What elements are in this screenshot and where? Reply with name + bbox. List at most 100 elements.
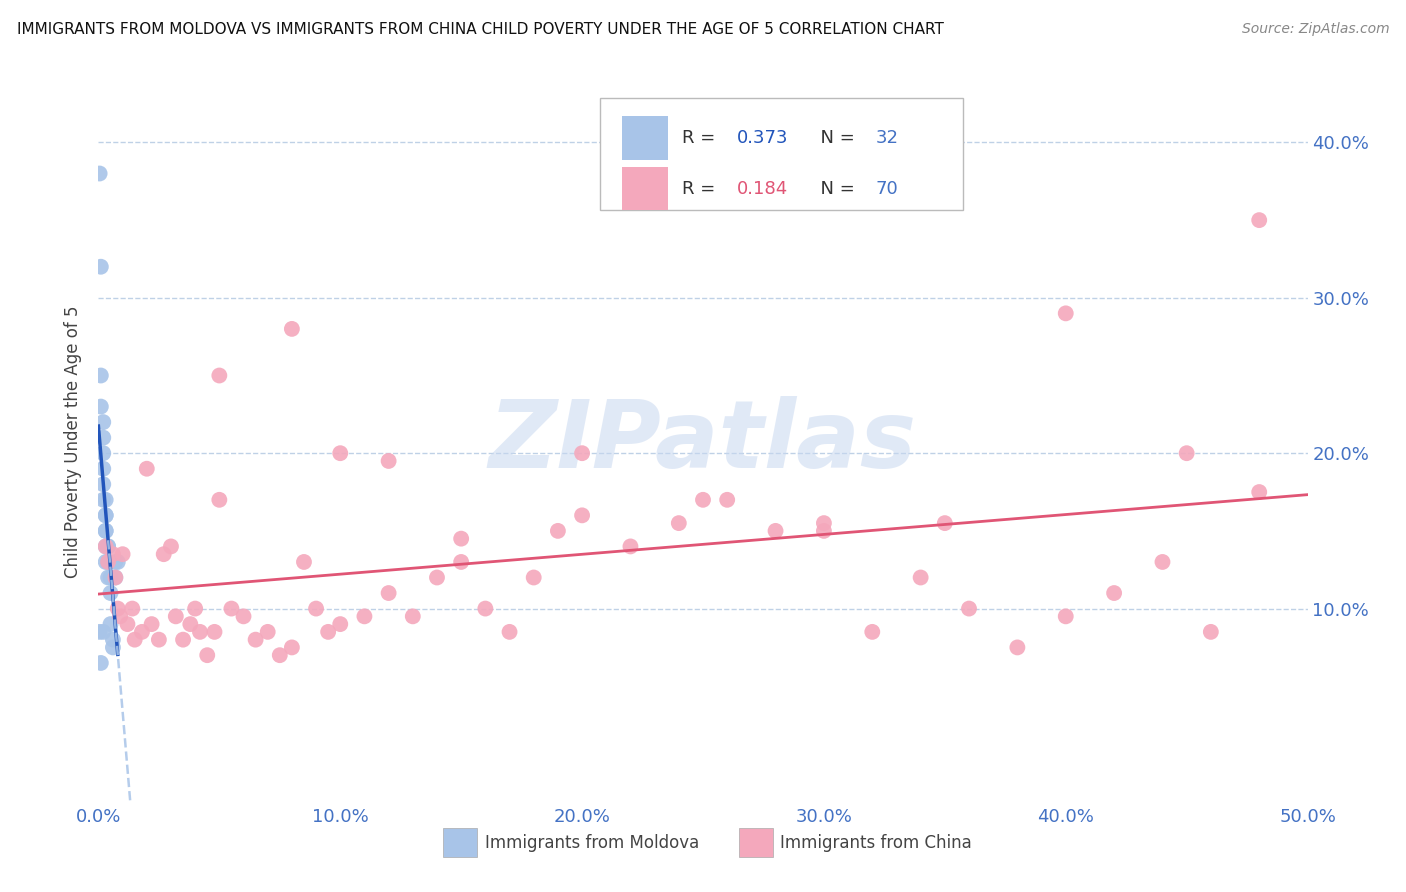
Point — [353, 609, 375, 624]
Point — [90, 656, 112, 670]
Point — [1152, 555, 1174, 569]
Point — [619, 540, 641, 554]
Point — [91, 415, 114, 429]
Point — [292, 555, 315, 569]
Point — [104, 555, 127, 569]
Point — [957, 601, 980, 615]
Point — [498, 624, 520, 639]
Point — [195, 648, 218, 663]
Point — [94, 492, 117, 507]
Point — [910, 570, 932, 584]
Point — [269, 648, 291, 663]
Point — [124, 632, 146, 647]
Point — [101, 640, 124, 655]
Point — [89, 167, 111, 181]
Bar — [443, 828, 477, 857]
Point — [1249, 485, 1271, 500]
Point — [329, 617, 352, 632]
Point — [281, 640, 304, 655]
Text: Source: ZipAtlas.com: Source: ZipAtlas.com — [1241, 22, 1389, 37]
Point — [97, 555, 120, 569]
Y-axis label: Child Poverty Under the Age of 5: Child Poverty Under the Age of 5 — [65, 305, 83, 578]
FancyBboxPatch shape — [600, 98, 963, 211]
Point — [1175, 446, 1198, 460]
Point — [208, 492, 231, 507]
Point — [101, 547, 124, 561]
Text: Immigrants from Moldova: Immigrants from Moldova — [485, 833, 700, 852]
Point — [692, 492, 714, 507]
Point — [450, 532, 472, 546]
Point — [91, 624, 114, 639]
Point — [97, 570, 120, 584]
Point — [256, 624, 278, 639]
Point — [204, 624, 226, 639]
Point — [571, 446, 593, 460]
Point — [668, 516, 690, 530]
Point — [111, 547, 134, 561]
Point — [221, 601, 243, 615]
Point — [165, 609, 187, 624]
Point — [1199, 624, 1222, 639]
Point — [91, 477, 114, 491]
Point — [1249, 213, 1271, 227]
Point — [94, 508, 117, 523]
Point — [188, 624, 211, 639]
Bar — [621, 116, 668, 160]
Text: 0.373: 0.373 — [737, 129, 789, 147]
Text: R =: R = — [682, 179, 721, 198]
Point — [208, 368, 231, 383]
Text: 70: 70 — [876, 179, 898, 198]
Point — [90, 368, 112, 383]
Point — [97, 540, 120, 554]
Point — [97, 540, 120, 554]
Point — [91, 461, 114, 475]
Text: N =: N = — [810, 179, 860, 198]
Point — [107, 601, 129, 615]
Point — [547, 524, 569, 538]
Point — [160, 540, 183, 554]
Point — [91, 492, 114, 507]
Point — [571, 508, 593, 523]
Point — [329, 446, 352, 460]
Point — [402, 609, 425, 624]
Point — [1054, 306, 1077, 320]
Point — [135, 461, 157, 475]
Point — [474, 601, 496, 615]
Point — [91, 431, 114, 445]
Point — [89, 624, 111, 639]
Point — [141, 617, 163, 632]
Point — [1007, 640, 1029, 655]
Point — [450, 555, 472, 569]
Point — [765, 524, 787, 538]
Point — [426, 570, 449, 584]
Bar — [621, 167, 668, 211]
Point — [245, 632, 267, 647]
Point — [934, 516, 956, 530]
Point — [179, 617, 201, 632]
Point — [90, 260, 112, 274]
Point — [316, 624, 339, 639]
Point — [1102, 586, 1125, 600]
Point — [281, 322, 304, 336]
Point — [1054, 609, 1077, 624]
Point — [523, 570, 546, 584]
Point — [377, 586, 399, 600]
Point — [305, 601, 328, 615]
Text: R =: R = — [682, 129, 721, 147]
Point — [104, 570, 127, 584]
Point — [117, 617, 139, 632]
Point — [100, 586, 122, 600]
Point — [94, 555, 117, 569]
Point — [100, 570, 122, 584]
Point — [152, 547, 174, 561]
Point — [107, 555, 129, 569]
Point — [94, 540, 117, 554]
Point — [104, 570, 127, 584]
Point — [232, 609, 254, 624]
Text: 32: 32 — [876, 129, 898, 147]
Point — [101, 632, 124, 647]
Text: 0.184: 0.184 — [737, 179, 789, 198]
Point — [94, 540, 117, 554]
Point — [172, 632, 194, 647]
Point — [94, 508, 117, 523]
